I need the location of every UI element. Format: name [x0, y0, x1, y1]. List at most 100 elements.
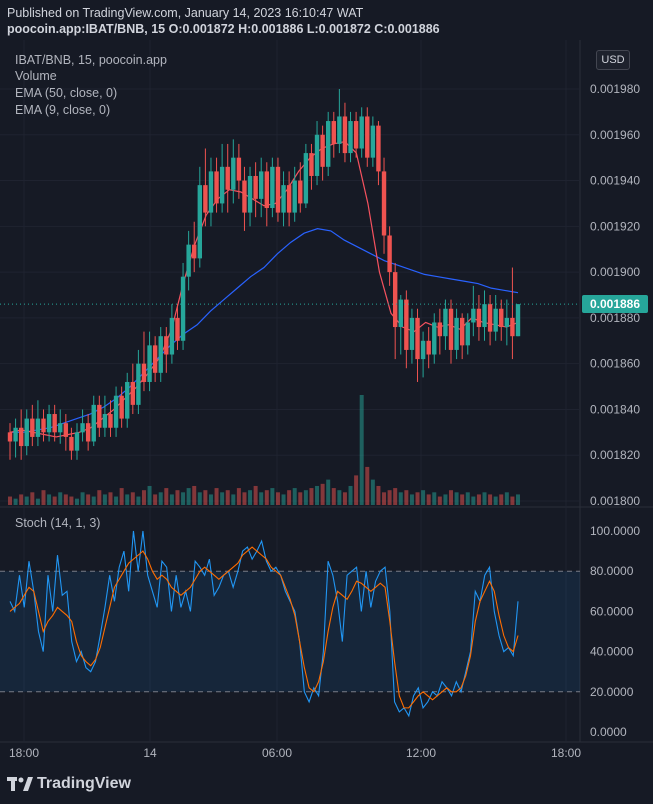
candle-body: [426, 340, 431, 355]
candle-body: [175, 317, 180, 341]
volume-bar: [58, 492, 63, 505]
volume-bar: [248, 490, 253, 505]
volume-bar: [86, 494, 91, 505]
volume-bar: [504, 492, 509, 505]
legend-title: IBAT/BNB, 15, poocoin.app: [15, 53, 167, 67]
candle-body: [409, 317, 415, 350]
candle-body: [437, 322, 443, 337]
price-tick-label: 0.001920: [590, 219, 640, 233]
candle-body: [41, 418, 46, 433]
volume-bar: [192, 485, 197, 505]
volume-bar: [292, 488, 297, 505]
volume-bar: [8, 496, 12, 505]
candle-body: [74, 432, 80, 451]
candle-body: [465, 322, 470, 346]
candle-body: [376, 125, 381, 172]
candle-body: [459, 317, 465, 346]
candle-body: [320, 134, 325, 167]
volume-bar: [35, 498, 40, 505]
candle-body: [493, 308, 498, 332]
candle-body: [303, 153, 309, 204]
chart-canvas[interactable]: 0.001980 0.001960 0.001940 0.001920 0.001900…: [0, 40, 653, 770]
volume-bar: [236, 488, 241, 505]
legend-ema50: EMA (50, close, 0): [15, 86, 118, 100]
candle-body: [247, 175, 253, 213]
volume-bar: [164, 488, 169, 505]
candle-body: [298, 180, 303, 204]
stoch-tick-label: 0.0000: [590, 725, 627, 739]
chart-header: Published on TradingView.com, January 14…: [0, 0, 653, 40]
volume-bar: [197, 492, 202, 505]
volume-bar: [242, 492, 247, 505]
volume-bar: [19, 494, 24, 505]
volume-bar: [63, 494, 68, 505]
candle-body: [7, 432, 13, 442]
volume-bar: [409, 494, 414, 505]
stoch-k-line: [9, 530, 519, 718]
candle-body: [342, 116, 348, 154]
legend-volume: Volume: [15, 69, 57, 83]
tradingview-logo[interactable]: TradingView: [7, 775, 131, 793]
volume-bar: [270, 488, 275, 505]
volume-bar: [281, 494, 286, 505]
candle-body: [180, 276, 186, 341]
volume-bar: [376, 485, 381, 505]
candle-body: [18, 427, 24, 447]
volume-bar: [426, 494, 431, 505]
volume-bar: [125, 494, 130, 505]
candle-body: [46, 414, 52, 433]
volume-bar: [231, 494, 236, 505]
volume-bar: [454, 492, 459, 505]
volume-bar: [169, 494, 174, 505]
candle-body: [476, 308, 482, 328]
candle-body: [169, 317, 175, 355]
candle-body: [225, 166, 230, 190]
volume-bar: [181, 492, 186, 505]
volume-bar: [493, 496, 498, 505]
volume-bar: [365, 466, 370, 505]
legend-ema9: EMA (9, close, 0): [15, 103, 111, 117]
candle-body: [487, 304, 493, 332]
volume-bar: [437, 496, 442, 505]
currency-button[interactable]: USD: [596, 50, 630, 70]
volume-bar: [370, 479, 375, 505]
volume-bar: [421, 490, 426, 505]
candle-body: [152, 345, 158, 373]
candle-body: [264, 171, 269, 209]
volume-bar: [465, 492, 470, 505]
volume-bar: [460, 494, 465, 505]
candle-body: [125, 381, 130, 419]
volume-bar: [482, 492, 487, 505]
candle-body: [24, 418, 29, 447]
candle-body: [504, 317, 510, 328]
candle-body: [147, 345, 152, 382]
volume-bar: [24, 496, 29, 505]
candle-body: [365, 116, 370, 158]
volume-bar: [259, 492, 264, 505]
candle-body: [353, 121, 359, 149]
candle-body: [219, 166, 225, 204]
candle-body: [482, 304, 487, 328]
volume-bar: [387, 490, 392, 505]
volume-bar: [404, 490, 409, 505]
stoch-band-fill: [0, 571, 580, 692]
volume-bar: [359, 395, 364, 505]
candle-body: [432, 322, 437, 355]
price-tick-label: 0.001960: [590, 128, 640, 142]
candle-body: [404, 299, 409, 350]
candle-body: [69, 436, 74, 451]
volume-bar: [337, 490, 342, 505]
tradingview-wordmark: TradingView: [37, 775, 131, 792]
candle-body: [30, 418, 35, 437]
time-tick-label: 18:00: [9, 746, 39, 760]
volume-bar: [471, 496, 476, 505]
stoch-tick-label: 20.0000: [590, 685, 634, 699]
volume-bar: [203, 490, 208, 505]
volume-bar: [449, 490, 454, 505]
candle-body: [208, 171, 214, 213]
volume-bar: [30, 492, 35, 505]
candle-body: [259, 171, 264, 199]
volume-bar: [354, 475, 359, 505]
candle-body: [275, 166, 281, 213]
candle-body: [325, 121, 331, 167]
